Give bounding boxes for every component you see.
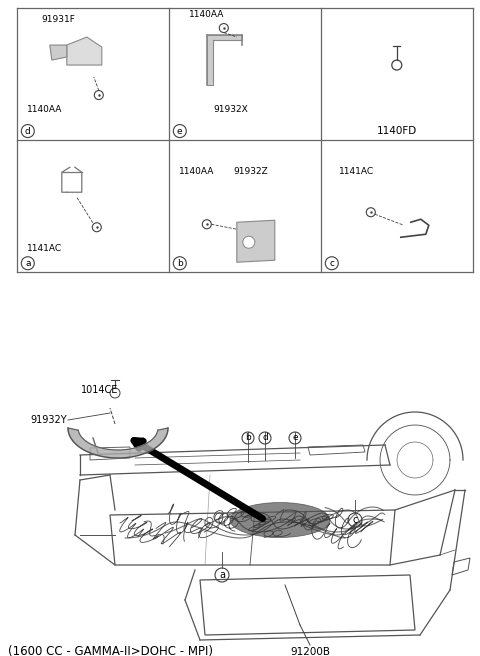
Text: c: c [329,258,334,268]
Text: 1140AA: 1140AA [179,167,214,176]
Text: 1141AC: 1141AC [339,167,374,176]
Text: 1140AA: 1140AA [189,10,224,19]
Text: e: e [292,434,298,443]
Text: 91932Y: 91932Y [30,415,67,425]
Text: 91932X: 91932X [214,105,249,114]
Text: a: a [25,258,31,268]
Polygon shape [237,220,275,262]
Text: b: b [245,434,251,443]
Text: 91931F: 91931F [42,15,76,24]
Text: (1600 CC - GAMMA-II>DOHC - MPI): (1600 CC - GAMMA-II>DOHC - MPI) [8,645,213,656]
Polygon shape [67,37,102,65]
Text: 1140FD: 1140FD [377,126,417,136]
Polygon shape [207,35,242,85]
Text: 1140AA: 1140AA [27,105,62,114]
Text: d: d [262,434,268,443]
Polygon shape [50,45,67,60]
Text: b: b [177,258,183,268]
Text: c: c [352,515,358,525]
Text: a: a [219,570,225,580]
Text: 1141AC: 1141AC [27,244,62,253]
Text: 91932Z: 91932Z [234,167,268,176]
Text: 1014CE: 1014CE [81,385,119,395]
Text: e: e [177,127,182,136]
Text: 91200B: 91200B [290,647,330,656]
Text: d: d [25,127,31,136]
Circle shape [243,236,255,248]
Ellipse shape [230,502,330,537]
Polygon shape [68,428,168,458]
